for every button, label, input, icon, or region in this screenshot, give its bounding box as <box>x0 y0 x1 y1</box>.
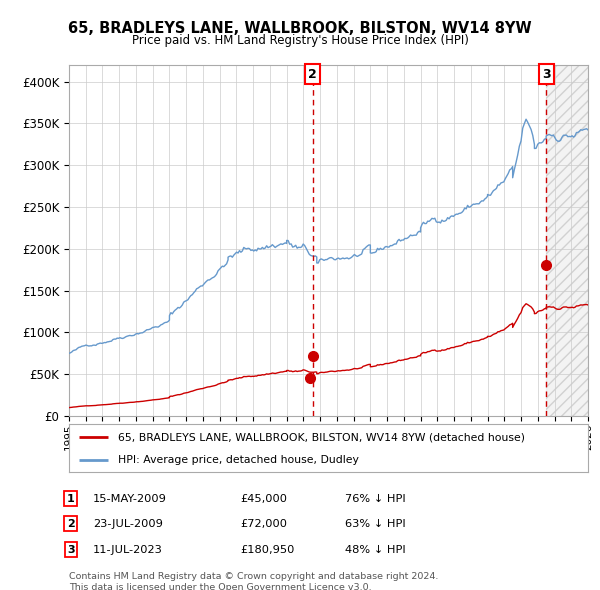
Text: 1: 1 <box>67 494 74 503</box>
Text: 65, BRADLEYS LANE, WALLBROOK, BILSTON, WV14 8YW (detached house): 65, BRADLEYS LANE, WALLBROOK, BILSTON, W… <box>118 432 526 442</box>
Text: 3: 3 <box>67 545 74 555</box>
Text: 3: 3 <box>542 68 551 81</box>
Text: 48% ↓ HPI: 48% ↓ HPI <box>345 545 406 555</box>
Text: HPI: Average price, detached house, Dudley: HPI: Average price, detached house, Dudl… <box>118 455 359 465</box>
Text: £72,000: £72,000 <box>240 519 287 529</box>
Bar <box>547 65 588 416</box>
Text: 2: 2 <box>308 68 317 81</box>
Bar <box>547 65 588 416</box>
Text: 15-MAY-2009: 15-MAY-2009 <box>93 494 167 503</box>
Text: 65, BRADLEYS LANE, WALLBROOK, BILSTON, WV14 8YW: 65, BRADLEYS LANE, WALLBROOK, BILSTON, W… <box>68 21 532 35</box>
Text: £180,950: £180,950 <box>240 545 295 555</box>
Text: 76% ↓ HPI: 76% ↓ HPI <box>345 494 406 503</box>
Text: Price paid vs. HM Land Registry's House Price Index (HPI): Price paid vs. HM Land Registry's House … <box>131 34 469 47</box>
Text: £45,000: £45,000 <box>240 494 287 503</box>
Text: 63% ↓ HPI: 63% ↓ HPI <box>345 519 406 529</box>
Text: 2: 2 <box>67 519 74 529</box>
Text: 23-JUL-2009: 23-JUL-2009 <box>93 519 163 529</box>
Text: 11-JUL-2023: 11-JUL-2023 <box>93 545 163 555</box>
Text: This data is licensed under the Open Government Licence v3.0.: This data is licensed under the Open Gov… <box>69 583 371 590</box>
Text: Contains HM Land Registry data © Crown copyright and database right 2024.: Contains HM Land Registry data © Crown c… <box>69 572 439 581</box>
